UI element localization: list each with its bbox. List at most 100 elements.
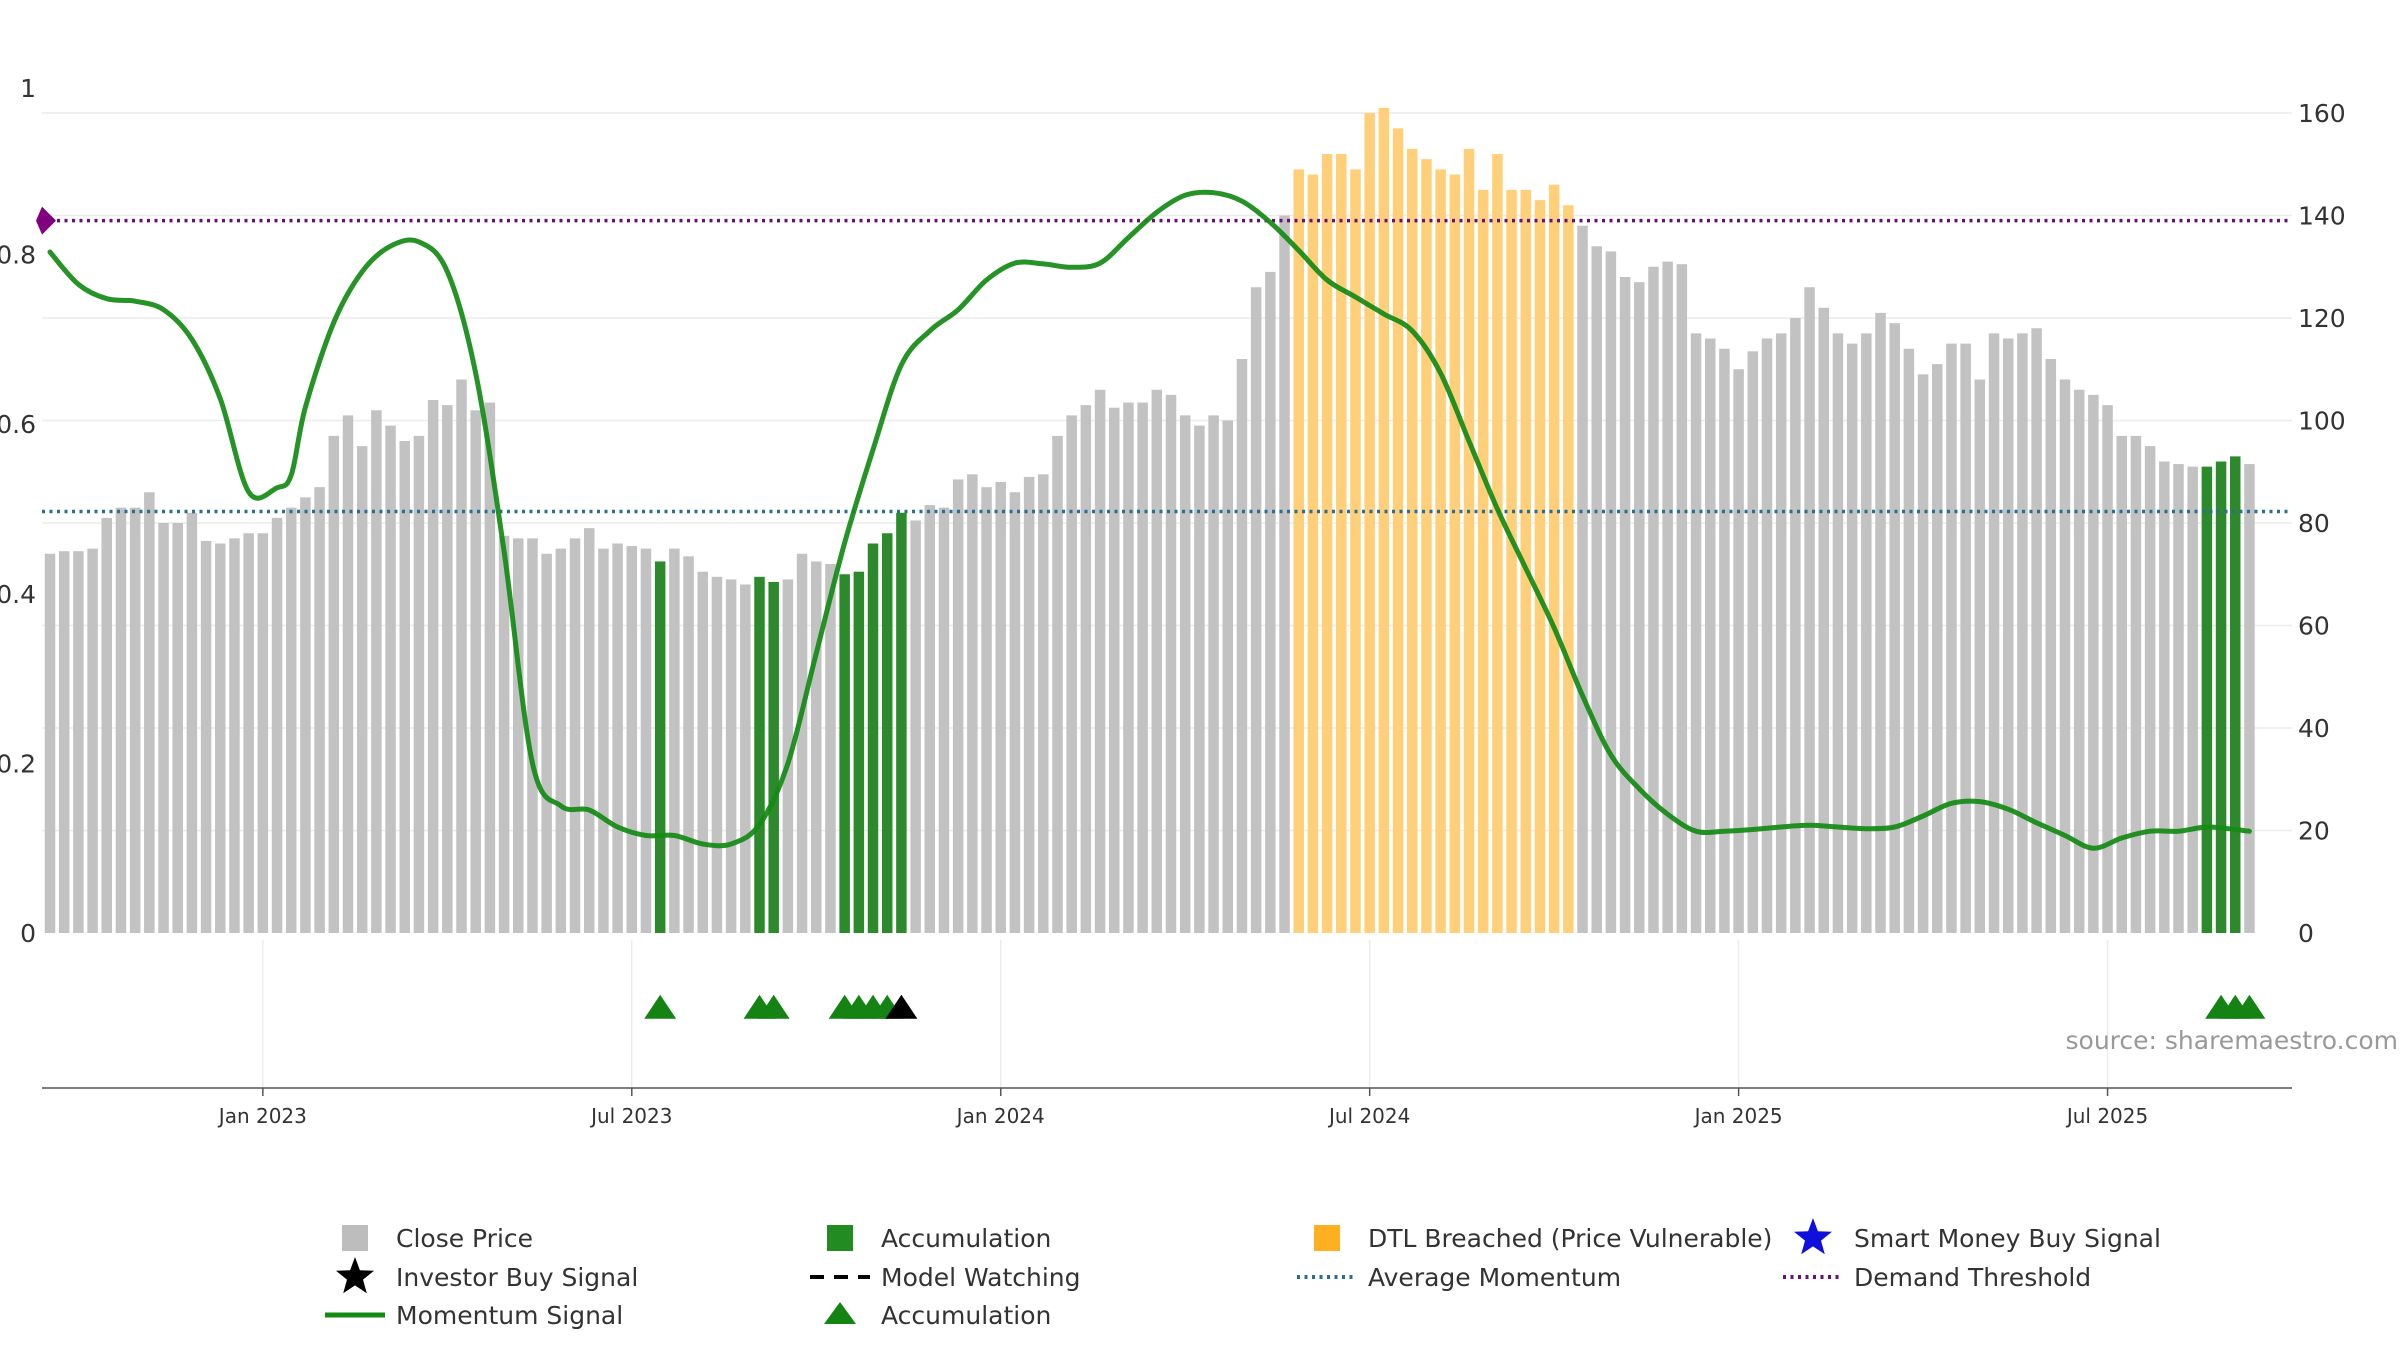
price-bar [58, 551, 70, 933]
price-bar [1775, 333, 1787, 933]
price-bar [356, 446, 368, 933]
legend-label: Demand Threshold [1854, 1263, 2091, 1292]
price-bar [2201, 466, 2213, 933]
price-bar [1364, 113, 1375, 933]
price-bar [1946, 343, 1957, 933]
price-bar [853, 571, 865, 933]
price-bar [2173, 464, 2184, 933]
price-bar [229, 538, 240, 933]
price-bar [498, 535, 510, 933]
price-bar [1194, 425, 1205, 933]
price-bar [513, 538, 524, 933]
price-bar [1719, 348, 1730, 933]
price-bar [314, 487, 325, 933]
price-bar [1023, 476, 1035, 933]
price-bar [1974, 379, 1986, 933]
price-bar [144, 492, 155, 933]
price-bar [456, 379, 467, 933]
price-bar [1988, 333, 2000, 933]
price-bar [1534, 200, 1546, 933]
legend-item: Close Price [342, 1224, 533, 1253]
right-axis-tick: 0 [2298, 919, 2314, 948]
right-axis-tick: 100 [2298, 407, 2346, 436]
price-bar [1591, 246, 1602, 933]
price-bar [1648, 266, 1659, 933]
price-bar [1109, 407, 1120, 933]
price-bar [427, 400, 439, 933]
legend-swatch [342, 1225, 368, 1251]
price-bar [2102, 405, 2113, 933]
price-bar [1917, 374, 1929, 933]
price-bar [73, 551, 84, 933]
legend-star-icon [336, 1257, 374, 1294]
price-bar [2045, 359, 2057, 933]
price-bar [1009, 492, 1021, 933]
left-axis-tick: 0 [20, 919, 36, 948]
reference-lines [36, 206, 2292, 514]
price-bar [1577, 225, 1588, 933]
price-bar [1463, 148, 1475, 933]
price-bar [1804, 287, 1815, 933]
price-bar [811, 561, 822, 933]
x-axis-tick: Jul 2023 [589, 1104, 672, 1128]
price-bar [1307, 174, 1319, 933]
price-bar [129, 507, 141, 933]
price-bar [1605, 251, 1617, 933]
price-bar [470, 410, 481, 933]
price-bar [1123, 402, 1134, 933]
price-bar [1861, 333, 1872, 933]
price-bar [1761, 338, 1773, 933]
price-bar [541, 553, 552, 933]
price-bar [186, 512, 198, 933]
price-bar [1179, 415, 1191, 933]
price-bar [2002, 338, 2014, 933]
price-bar [2244, 464, 2255, 933]
legend-label: Close Price [396, 1224, 533, 1253]
price-bar [995, 482, 1006, 933]
legend-item: Investor Buy Signal [336, 1257, 638, 1294]
price-bar [924, 505, 936, 933]
x-axis-tick: Jan 2025 [1693, 1104, 1783, 1128]
price-bar [1080, 405, 1092, 933]
price-bar [2088, 394, 2099, 933]
x-axis-tick: Jul 2025 [2065, 1104, 2148, 1128]
left-axis-tick: 0.2 [0, 749, 36, 778]
price-bar [200, 540, 212, 933]
right-axis-tick: 60 [2298, 612, 2330, 641]
price-bar [399, 441, 410, 933]
legend-label: DTL Breached (Price Vulnerable) [1368, 1224, 1772, 1253]
price-bar [285, 507, 297, 933]
price-bar [1421, 159, 1432, 933]
price-bar [1492, 154, 1503, 933]
price-bar [1846, 343, 1858, 933]
right-axis-tick: 160 [2298, 99, 2346, 128]
right-axis-tick: 80 [2298, 509, 2330, 538]
accumulation-marker [644, 994, 677, 1019]
price-bar [569, 538, 581, 933]
price-bar [243, 533, 254, 933]
price-bar [385, 425, 396, 933]
price-bar [300, 497, 311, 933]
price-bar [1733, 369, 1744, 933]
price-bar [839, 574, 850, 933]
left-axis-tick: 0.4 [0, 580, 36, 609]
price-bar [87, 548, 98, 933]
price-bar [1208, 415, 1219, 933]
legend-swatch [1314, 1225, 1340, 1251]
legend-label: Accumulation [881, 1301, 1051, 1330]
price-bar [2059, 379, 2071, 933]
price-bar [2031, 328, 2042, 933]
price-bar [697, 571, 708, 933]
right-axis-tick: 40 [2298, 714, 2330, 743]
left-axis-tick: 1 [20, 74, 36, 103]
price-bar [215, 543, 226, 933]
price-bar [1520, 189, 1532, 933]
price-bar [1889, 323, 1900, 933]
left-axis-tick: 0.8 [0, 241, 36, 270]
legend-star-icon [1794, 1218, 1832, 1255]
legend-label: Average Momentum [1368, 1263, 1621, 1292]
price-bar [669, 548, 680, 933]
price-bar [910, 520, 921, 933]
price-bar [101, 517, 113, 933]
